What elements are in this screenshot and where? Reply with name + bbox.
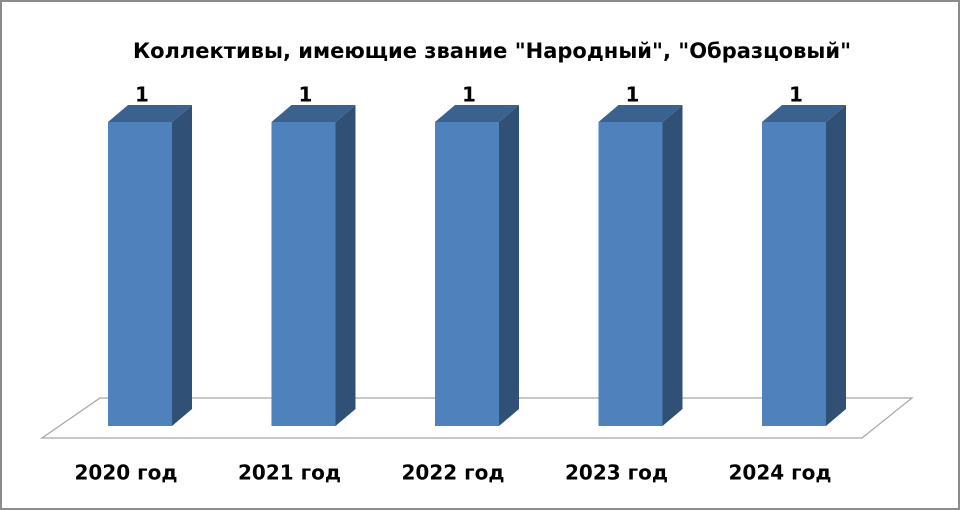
bar: [762, 122, 826, 426]
bar: [271, 122, 336, 426]
bar-top: [762, 105, 846, 122]
value-label: 1: [299, 83, 313, 107]
bar-top: [598, 105, 683, 122]
value-label: 1: [789, 83, 803, 107]
bar-side: [499, 105, 519, 426]
chart-title: Коллективы, имеющие звание "Народный", "…: [133, 39, 851, 63]
x-tick-label: 2023 год: [565, 461, 668, 485]
bar: [435, 122, 499, 426]
value-label: 1: [135, 83, 149, 107]
value-label: 1: [626, 83, 640, 107]
bar-side: [172, 105, 192, 426]
x-tick-label: 2020 год: [75, 461, 178, 485]
x-tick-label: 2024 год: [729, 461, 832, 485]
bar-side: [335, 105, 356, 426]
value-label: 1: [462, 83, 476, 107]
bar-top: [108, 105, 192, 122]
bar-side: [826, 105, 846, 426]
bar: [598, 122, 663, 426]
x-tick-label: 2022 год: [402, 461, 505, 485]
bar-top: [271, 105, 356, 122]
bar-top: [435, 105, 519, 122]
x-tick-label: 2021 год: [238, 461, 341, 485]
bar: [108, 122, 172, 426]
bar-side: [662, 105, 683, 426]
